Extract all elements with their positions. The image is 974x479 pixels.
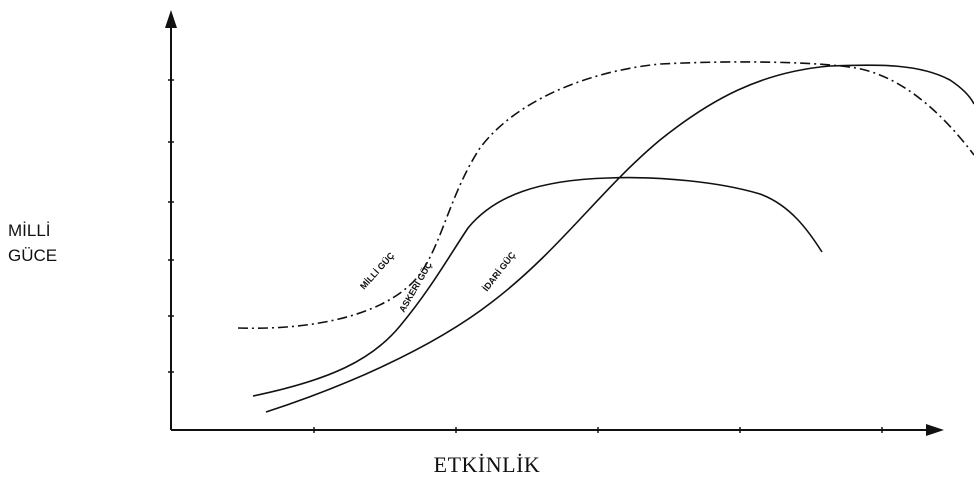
curve-idari-guc	[265, 64, 974, 413]
label-milli-guc: MİLLİ GÜÇ	[358, 250, 397, 291]
y-axis-label-line1: MİLLİ	[8, 221, 51, 240]
y-axis-ticks	[168, 79, 174, 373]
y-axis-label-line2: GÜCE	[8, 246, 58, 265]
label-idari-guc: İDARİ GÜÇ	[481, 250, 518, 294]
x-axis-ticks	[313, 427, 883, 433]
y-axis-arrowhead	[165, 10, 177, 28]
x-axis-arrowhead	[926, 424, 944, 436]
curve-milli-guc	[237, 61, 974, 330]
x-axis-label: ETKİNLİK	[433, 452, 541, 477]
curve-askeri-guc	[252, 176, 823, 397]
